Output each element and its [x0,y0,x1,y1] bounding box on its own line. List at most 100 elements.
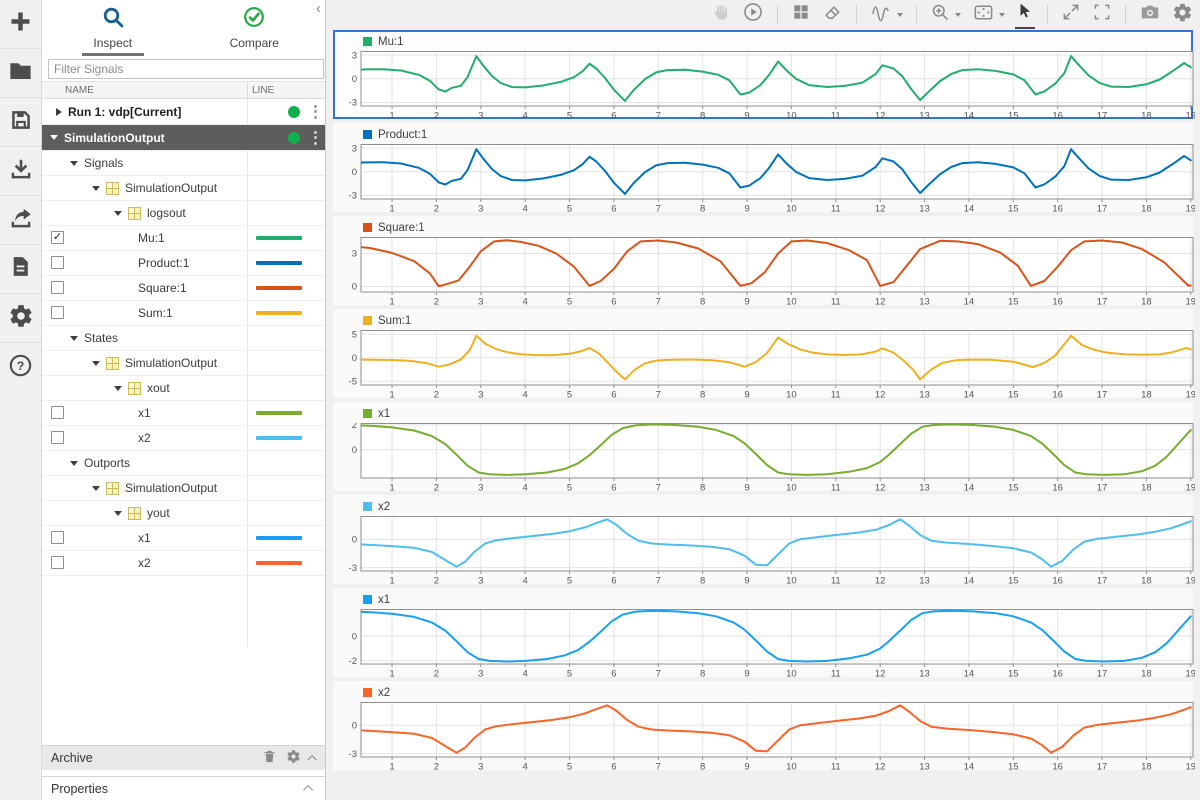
subplot-card[interactable]: x1 1 2 3 4 5 6 7 8 9 10 11 12 13 14 15 16 17 18 19 2 0 [333,402,1196,494]
tree-node-row[interactable]: SimulationOutput [42,476,325,501]
tab-inspect[interactable]: Inspect [42,0,184,57]
collapse-arrow-icon[interactable] [50,135,58,140]
svg-text:12: 12 [875,669,886,680]
svg-text:13: 13 [919,297,930,308]
properties-header[interactable]: Properties [42,776,325,800]
svg-text:14: 14 [964,390,975,401]
signal-row[interactable]: x2 [42,426,325,451]
archive-collapse-chevron-icon[interactable] [307,754,318,765]
tree-group-row[interactable]: States [42,326,325,351]
chevron-down-icon[interactable] [955,12,961,17]
signal-checkbox[interactable] [51,281,64,294]
plot-area[interactable]: 1 2 3 4 5 6 7 8 9 10 11 12 13 14 15 16 17 18 190-3 [335,516,1196,587]
collapse-arrow-icon[interactable] [70,335,78,341]
svg-text:17: 17 [1097,669,1108,680]
signal-row[interactable]: ✓ Mu:1 [42,226,325,251]
subplot-card[interactable]: x1 1 2 3 4 5 6 7 8 9 10 11 12 13 14 15 16 17 18 19 0 -2 [333,588,1196,680]
report-button[interactable] [0,245,41,294]
tree-node-row[interactable]: xout [42,376,325,401]
trash-icon[interactable] [262,749,277,767]
signal-row[interactable]: x2 [42,551,325,576]
fullscreen-tool-button[interactable] [1091,0,1113,29]
signal-checkbox[interactable] [51,431,64,444]
plot-area[interactable]: 1 2 3 4 5 6 7 8 9 10 11 12 13 14 15 16 17 18 190-3 [335,702,1196,773]
tree-node-row[interactable]: logsout [42,201,325,226]
pan-tool-button[interactable] [709,0,732,30]
signal-checkbox[interactable] [51,306,64,319]
subplot-card[interactable]: Mu:1 1 2 3 4 5 6 7 8 9 10 11 12 13 14 15 16 17 18 19 3 0 -3 [333,30,1197,122]
collapse-arrow-icon[interactable] [92,485,100,491]
chevron-down-icon[interactable] [897,12,903,17]
signal-row[interactable]: Sum:1 [42,301,325,326]
tree-group-row[interactable]: Outports [42,451,325,476]
collapse-arrow-icon[interactable] [92,360,100,366]
subplot-card[interactable]: Product:1 1 2 3 4 5 6 7 8 9 10 11 12 13 14 15 16 17 18 19 3… [333,123,1197,215]
signal-row[interactable]: Product:1 [42,251,325,276]
signal-checkbox[interactable] [51,256,64,269]
replay-tool-button[interactable] [741,0,765,30]
subplot-card[interactable]: x2 1 2 3 4 5 6 7 8 9 10 11 12 13 14 15 16 17 18 19 0 -3 [333,681,1196,773]
expand-tool-button[interactable] [1060,0,1082,29]
svg-text:11: 11 [831,576,841,587]
collapse-arrow-icon[interactable] [70,160,78,166]
settings-button[interactable] [0,294,41,343]
subplot-card[interactable]: Sum:1 1 2 3 4 5 6 7 8 9 10 11 12 13 14 15 16 17 18 19 5 0 -5 [333,309,1197,401]
svg-text:7: 7 [656,576,661,587]
selected-run-row[interactable]: SimulationOutput [42,125,325,151]
subplot-card[interactable]: Square:1 1 2 3 4 5 6 7 8 9 10 11 12 13 14 15 16 17 18 19 3 0 [333,216,1196,308]
help-button[interactable]: ? [0,343,41,392]
eraser-tool-button[interactable] [821,0,844,30]
save-button[interactable] [0,98,41,147]
collapse-arrow-icon[interactable] [114,385,122,391]
column-name: NAME [65,85,94,96]
layout-tool-button[interactable] [790,0,812,29]
filter-signals-input[interactable] [48,59,324,79]
svg-text:0: 0 [352,353,357,364]
signal-checkbox[interactable] [51,556,64,569]
expand-arrow-icon[interactable] [56,107,62,116]
import-button[interactable] [0,147,41,196]
open-folder-button[interactable] [0,49,41,98]
tab-compare[interactable]: Compare [184,0,326,57]
subplot-card[interactable]: x2 1 2 3 4 5 6 7 8 9 10 11 12 13 14 15 16 17 18 19 0 -3 [333,495,1196,587]
signal-checkbox[interactable] [51,406,64,419]
cursor-tool-button[interactable] [1015,0,1035,29]
plot-area[interactable]: 1 2 3 4 5 6 7 8 9 10 11 12 13 14 15 16 17 18 190-2 [335,609,1196,680]
tree-group-row[interactable]: Signals [42,151,325,176]
collapse-panel-icon[interactable]: ‹ [316,0,321,17]
properties-collapse-chevron-icon[interactable] [303,784,314,795]
settings-tool-button[interactable] [1171,0,1194,30]
svg-text:6: 6 [611,111,616,122]
chevron-down-icon[interactable] [999,12,1005,17]
signal-row[interactable]: x1 [42,401,325,426]
collapse-arrow-icon[interactable] [114,210,122,216]
collapse-arrow-icon[interactable] [114,510,122,516]
legend-signal-label: Mu:1 [378,35,404,48]
signal-checkbox[interactable]: ✓ [51,231,64,244]
collapse-arrow-icon[interactable] [92,185,100,191]
export-button[interactable] [0,196,41,245]
tree-node-row[interactable]: yout [42,501,325,526]
signal-row[interactable]: Square:1 [42,276,325,301]
snapshot-tool-button[interactable] [1138,0,1162,30]
add-button[interactable] [0,0,41,49]
archive-header[interactable]: Archive [42,745,325,770]
row-menu-icon[interactable] [310,130,320,146]
signal-trace-tool-button[interactable] [869,0,904,31]
tree-node-row[interactable]: SimulationOutput [42,176,325,201]
fit-to-view-tool-button[interactable] [971,0,1006,31]
row-menu-icon[interactable] [310,104,320,120]
collapse-arrow-icon[interactable] [70,460,78,466]
charts-stack: Mu:1 1 2 3 4 5 6 7 8 9 10 11 12 13 14 15 16 17 18 19 3 0 -3 P… [333,30,1196,774]
run-row[interactable]: Run 1: vdp[Current] [42,99,325,125]
signal-row[interactable]: x1 [42,526,325,551]
signal-checkbox[interactable] [51,531,64,544]
archive-settings-gear-icon[interactable] [286,749,301,767]
zoom-in-tool-button[interactable] [929,0,962,30]
tree-node-row[interactable]: SimulationOutput [42,351,325,376]
